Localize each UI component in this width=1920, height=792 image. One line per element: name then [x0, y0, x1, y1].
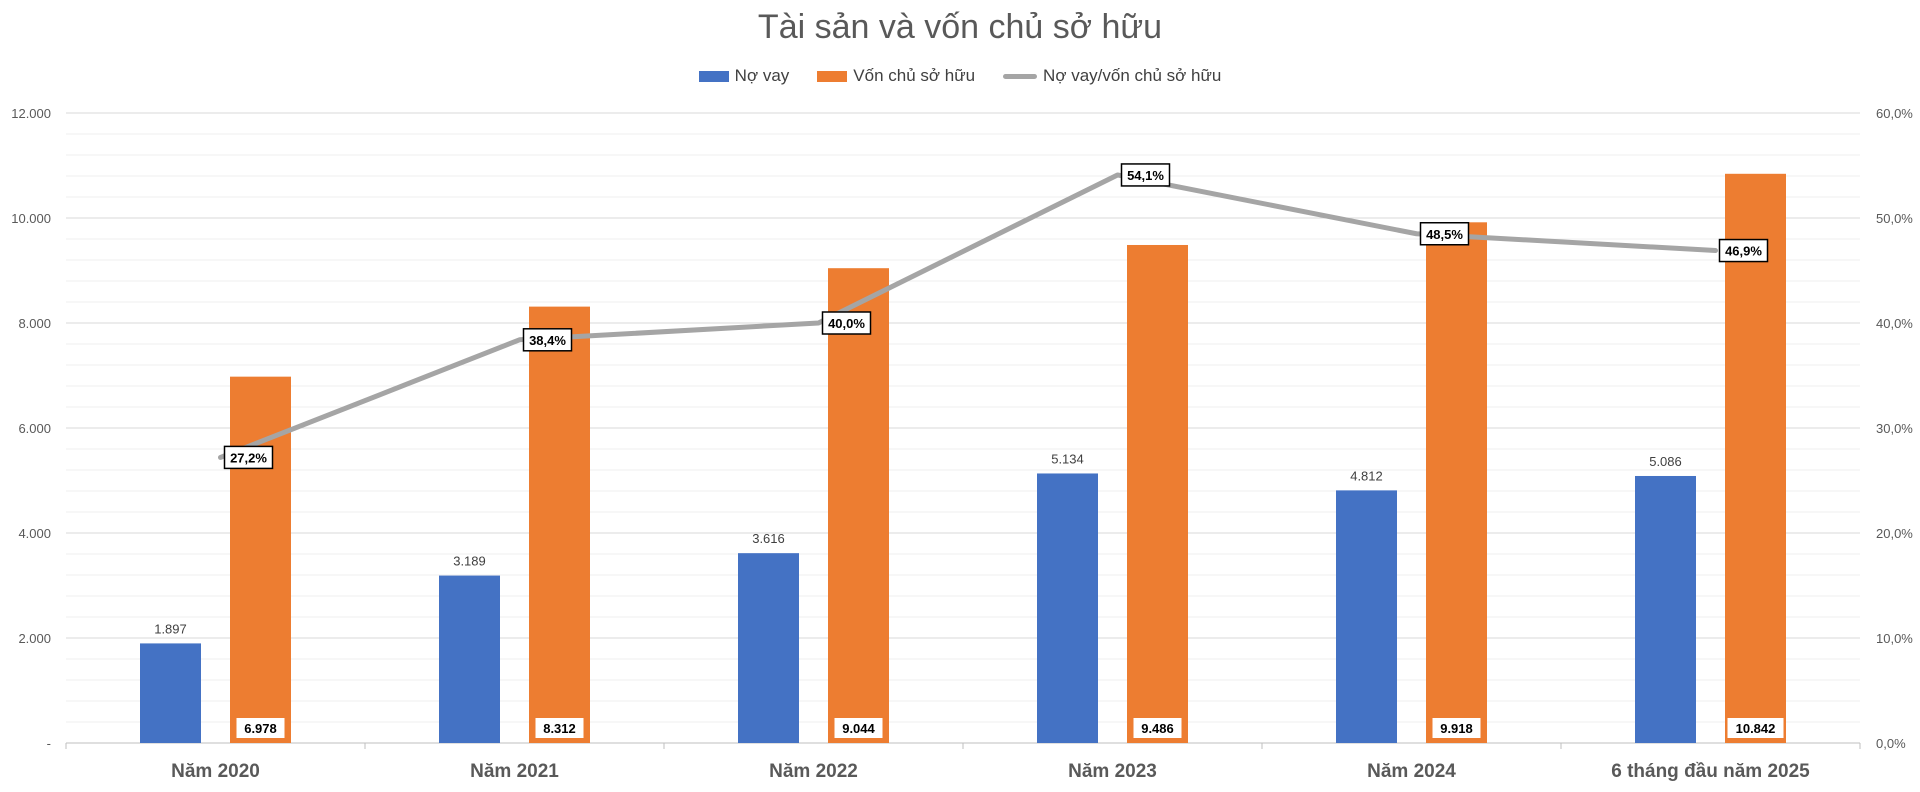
bar-no-vay [1635, 475, 1696, 743]
bar-no-vay [1336, 490, 1397, 743]
bar-no-vay [738, 553, 799, 743]
bar-von-chu-so-huu [1426, 222, 1487, 743]
data-label-von-chu-so-huu: 9.918 [1440, 721, 1473, 736]
data-label-no-vay: 1.897 [154, 621, 187, 636]
data-label-ratio: 48,5% [1426, 227, 1463, 242]
data-label-no-vay: 5.134 [1051, 451, 1084, 466]
legend-swatch-ratio [1003, 73, 1038, 79]
left-axis-tick-label: 4.000 [18, 526, 51, 541]
right-axis-tick-label: 60,0% [1876, 106, 1913, 121]
right-axis-tick-label: 30,0% [1876, 421, 1913, 436]
data-label-box-ratio [821, 311, 872, 335]
chart-title: Tài sản và vốn chủ sở hữu [757, 8, 1163, 46]
data-label-von-chu-so-huu: 9.486 [1141, 721, 1174, 736]
legend-item-no-vay: Nợ vay [698, 66, 790, 86]
right-axis-tick-label: 20,0% [1876, 526, 1913, 541]
data-label-box-von-chu-so-huu [1133, 718, 1182, 738]
bar-von-chu-so-huu [529, 306, 590, 743]
data-label-box-ratio [1419, 222, 1470, 246]
category-label: Năm 2021 [470, 761, 559, 782]
bar-no-vay [1037, 473, 1098, 743]
left-axis-tick-label: 12.000 [11, 106, 51, 121]
bar-von-chu-so-huu [1725, 173, 1786, 744]
data-label-box-ratio [223, 445, 274, 470]
data-label-ratio: 54,1% [1127, 168, 1164, 183]
data-label-von-chu-so-huu: 10.842 [1736, 721, 1776, 736]
data-label-ratio: 27,2% [230, 450, 267, 465]
data-label-von-chu-so-huu: 9.044 [842, 721, 875, 736]
data-label-box-von-chu-so-huu [236, 718, 285, 738]
legend-swatch-von-chu-so-huu [817, 70, 848, 82]
data-label-box-ratio [522, 328, 573, 352]
data-label-ratio: 46,9% [1725, 244, 1762, 259]
right-axis-tick-label: 10,0% [1876, 631, 1913, 646]
data-label-box-von-chu-so-huu [1727, 718, 1784, 738]
legend-label-ratio: Nợ vay/vốn chủ sở hữu [1043, 66, 1222, 85]
data-label-box-ratio [1120, 163, 1171, 187]
data-label-no-vay: 3.616 [752, 531, 785, 546]
left-axis-tick-label: 2.000 [18, 631, 51, 646]
legend-swatch-no-vay [698, 70, 729, 82]
legend-label-von-chu-so-huu: Vốn chủ sở hữu [853, 66, 976, 85]
data-label-no-vay: 4.812 [1350, 468, 1383, 483]
left-axis-tick-label: 10.000 [11, 211, 51, 226]
legend-label-no-vay: Nợ vay [734, 66, 790, 85]
left-axis-tick-label: 8.000 [18, 316, 51, 331]
legend-item-ratio: Nợ vay/vốn chủ sở hữu [1003, 66, 1221, 86]
right-axis-tick-label: 50,0% [1876, 211, 1913, 226]
data-label-box-von-chu-so-huu [535, 718, 584, 738]
category-label: Năm 2022 [769, 761, 858, 782]
category-label: 6 tháng đầu năm 2025 [1611, 761, 1810, 782]
bar-no-vay [439, 575, 500, 743]
bar-von-chu-so-huu [230, 376, 291, 743]
bar-von-chu-so-huu [828, 268, 889, 743]
data-label-ratio: 38,4% [529, 333, 566, 348]
category-label: Năm 2023 [1068, 761, 1157, 782]
data-label-box-ratio [1718, 238, 1769, 263]
category-label: Năm 2020 [171, 761, 260, 782]
category-label: Năm 2024 [1367, 761, 1456, 782]
data-label-box-von-chu-so-huu [1432, 718, 1481, 738]
right-axis-tick-label: 40,0% [1876, 316, 1913, 331]
data-label-von-chu-so-huu: 8.312 [543, 721, 576, 736]
data-label-von-chu-so-huu: 6.978 [244, 721, 277, 736]
left-axis-tick-label: - [47, 736, 51, 751]
data-label-no-vay: 5.086 [1649, 454, 1682, 469]
right-axis-tick-label: 0,0% [1876, 736, 1906, 751]
chart-legend: Nợ vay Vốn chủ sở hữu Nợ vay/vốn chủ sở … [0, 66, 1920, 86]
left-axis-tick-label: 6.000 [18, 421, 51, 436]
bar-von-chu-so-huu [1127, 244, 1188, 744]
bar-no-vay [140, 643, 201, 743]
data-label-box-von-chu-so-huu [834, 718, 883, 738]
series-line-ratio [218, 172, 1718, 460]
legend-item-von-chu-so-huu: Vốn chủ sở hữu [817, 66, 975, 86]
data-label-no-vay: 3.189 [453, 554, 486, 569]
data-label-ratio: 40,0% [828, 316, 865, 331]
